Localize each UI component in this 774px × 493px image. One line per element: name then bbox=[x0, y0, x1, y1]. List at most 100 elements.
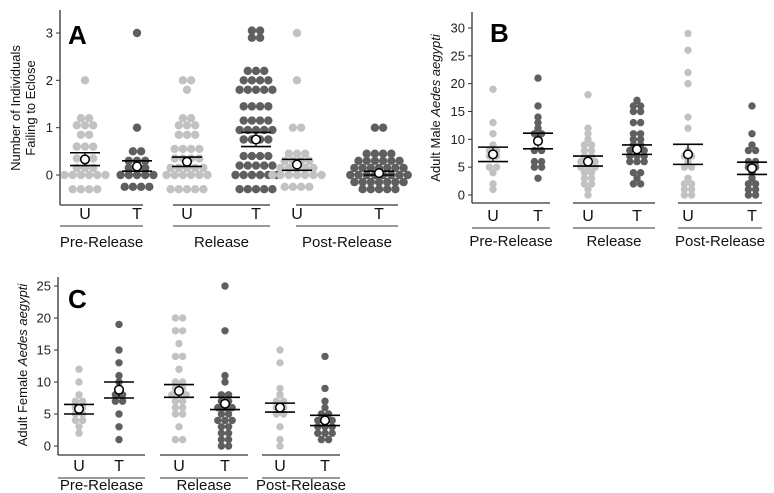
data-point-t bbox=[260, 161, 269, 170]
y-tick-label: 25 bbox=[37, 279, 51, 294]
data-point-u bbox=[84, 130, 94, 139]
data-point-t bbox=[132, 123, 142, 132]
data-point-u bbox=[76, 170, 86, 180]
data-point-u bbox=[89, 121, 98, 130]
data-point-t bbox=[370, 149, 380, 158]
data-point-t bbox=[629, 107, 638, 116]
data-point-t bbox=[640, 157, 648, 166]
x-tick-label-t: T bbox=[374, 206, 384, 223]
data-point-u bbox=[296, 123, 306, 132]
y-tick-label: 25 bbox=[451, 48, 465, 63]
mean-marker bbox=[181, 156, 193, 167]
data-point-t bbox=[111, 397, 120, 405]
data-point-t bbox=[358, 177, 367, 187]
data-point-u bbox=[489, 185, 497, 194]
data-point-u bbox=[186, 144, 196, 154]
data-point-u bbox=[80, 121, 90, 130]
group-label: Post-Release bbox=[302, 234, 392, 251]
mean-marker bbox=[582, 156, 594, 167]
data-point-u bbox=[280, 182, 289, 192]
y-axis-label: Adult Female Aedes aegypti bbox=[15, 283, 30, 447]
data-point-t bbox=[132, 170, 142, 180]
data-point-t bbox=[640, 146, 648, 155]
data-point-u bbox=[191, 130, 200, 139]
data-point-u bbox=[178, 352, 187, 361]
data-point-t bbox=[247, 102, 257, 111]
data-point-u bbox=[175, 339, 183, 348]
data-point-u bbox=[178, 144, 188, 154]
data-point-t bbox=[255, 116, 265, 125]
data-point-t bbox=[534, 113, 542, 121]
data-point-u bbox=[68, 170, 77, 180]
data-point-u bbox=[178, 410, 187, 418]
y-tick-label: 5 bbox=[44, 407, 51, 422]
data-point-u bbox=[178, 114, 188, 123]
data-point-t bbox=[636, 135, 645, 144]
mean-marker bbox=[73, 403, 85, 414]
data-point-t bbox=[366, 185, 375, 194]
x-tick-label-u: U bbox=[173, 458, 185, 475]
data-point-u bbox=[276, 384, 284, 393]
data-point-u bbox=[280, 156, 289, 165]
x-tick-label-u: U bbox=[79, 206, 91, 223]
data-point-t bbox=[530, 163, 539, 171]
panel-label-b: B bbox=[490, 18, 509, 48]
data-point-u bbox=[684, 79, 692, 88]
data-point-u bbox=[305, 182, 314, 192]
data-point-t bbox=[217, 442, 226, 450]
data-point-u bbox=[687, 180, 696, 188]
data-point-u bbox=[288, 123, 298, 132]
data-point-u bbox=[186, 170, 196, 180]
data-point-t bbox=[744, 191, 753, 199]
data-point-t bbox=[268, 185, 277, 194]
data-point-u bbox=[587, 180, 596, 188]
data-point-t bbox=[268, 85, 277, 95]
data-point-t bbox=[358, 185, 367, 194]
group-label: Release bbox=[176, 477, 231, 493]
data-point-u bbox=[93, 185, 102, 194]
data-point-t bbox=[636, 102, 645, 110]
y-tick-label: 0 bbox=[44, 439, 51, 454]
data-point-u bbox=[174, 163, 183, 173]
data-point-u bbox=[276, 170, 285, 180]
data-point-t bbox=[362, 149, 371, 158]
panel-label-c: C bbox=[68, 284, 87, 314]
data-point-u bbox=[71, 397, 80, 405]
data-point-t bbox=[239, 102, 248, 111]
data-point-u bbox=[284, 149, 293, 158]
data-point-u bbox=[489, 118, 497, 127]
data-point-u bbox=[182, 85, 192, 95]
data-point-u bbox=[171, 410, 180, 418]
data-point-u bbox=[175, 365, 183, 373]
data-point-t bbox=[748, 102, 756, 110]
data-point-u bbox=[75, 429, 83, 437]
data-point-u bbox=[72, 121, 82, 130]
data-point-t bbox=[149, 170, 158, 180]
data-point-u bbox=[584, 135, 592, 144]
data-point-t bbox=[321, 429, 329, 437]
x-tick-label-t: T bbox=[533, 208, 543, 225]
data-point-t bbox=[264, 151, 273, 161]
data-point-t bbox=[321, 403, 329, 412]
data-point-t bbox=[399, 163, 408, 173]
data-point-t bbox=[314, 429, 322, 437]
data-point-u bbox=[84, 170, 94, 180]
data-point-t bbox=[217, 410, 226, 418]
data-point-t bbox=[370, 156, 380, 165]
data-point-u bbox=[680, 163, 689, 171]
data-point-t bbox=[534, 102, 542, 110]
data-point-u bbox=[684, 29, 692, 38]
data-point-u bbox=[288, 182, 298, 192]
data-point-u bbox=[72, 154, 82, 163]
data-point-u bbox=[301, 170, 310, 180]
data-point-u bbox=[80, 142, 90, 151]
data-point-t bbox=[629, 169, 638, 177]
data-point-t bbox=[141, 163, 150, 173]
data-point-t bbox=[116, 170, 125, 180]
data-point-t bbox=[383, 177, 392, 187]
data-point-t bbox=[374, 177, 384, 187]
mean-marker bbox=[291, 159, 303, 170]
data-point-t bbox=[115, 346, 123, 354]
data-point-u bbox=[684, 68, 692, 77]
data-point-t bbox=[629, 118, 638, 127]
